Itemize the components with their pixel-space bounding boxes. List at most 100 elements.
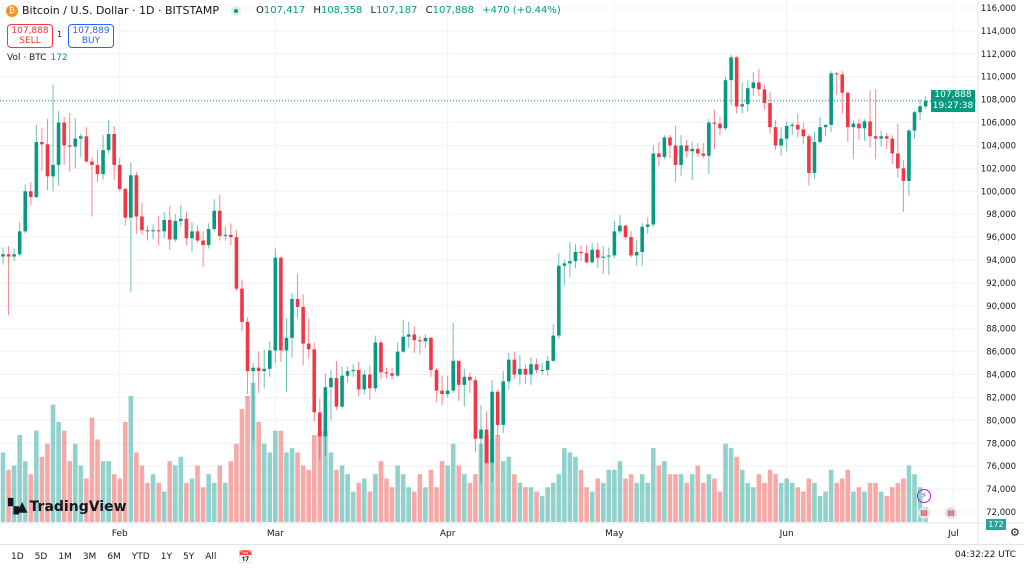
candle-body xyxy=(384,372,389,374)
candle-body xyxy=(506,359,511,382)
volume-bar xyxy=(267,452,273,522)
candle-body xyxy=(595,249,600,258)
volume-bar xyxy=(439,461,445,522)
high-value: 108,358 xyxy=(320,5,363,16)
volume-bar xyxy=(95,439,100,522)
volume-bar xyxy=(139,465,145,522)
candle-body xyxy=(923,100,928,107)
volume-bar xyxy=(623,478,628,522)
volume-bar xyxy=(317,430,323,522)
volume-bar xyxy=(156,482,161,522)
volume-bar xyxy=(306,469,311,522)
candle-body xyxy=(334,377,339,407)
us-flag-event-icon[interactable]: ▤ xyxy=(945,507,957,519)
range-1d[interactable]: 1D xyxy=(11,551,24,562)
candle-body xyxy=(745,88,750,105)
candle-body xyxy=(90,161,94,165)
volume-bar xyxy=(706,474,712,522)
range-6m[interactable]: 6M xyxy=(107,551,121,562)
volume-bar xyxy=(373,474,378,522)
event-lightning-icon[interactable]: ⚡ xyxy=(917,489,931,503)
price-chart[interactable]: 116,000 114,000 112,000 110,000 108,000 106,0… xyxy=(0,0,1024,544)
volume-bar xyxy=(506,456,512,522)
sell-button[interactable]: 107,888 SELL xyxy=(7,24,53,48)
candle-body xyxy=(106,134,111,151)
candle-body xyxy=(345,371,350,376)
calendar-range-icon[interactable]: 📅 xyxy=(238,549,254,564)
volume-bar xyxy=(862,491,867,522)
volume-bar xyxy=(400,474,406,522)
range-1m[interactable]: 1M xyxy=(58,551,72,562)
range-5d[interactable]: 5D xyxy=(34,551,48,562)
candle-body xyxy=(896,153,900,169)
candle-body xyxy=(634,251,639,256)
volume-legend[interactable]: Vol · BTC 172 xyxy=(7,53,68,63)
volume-bar xyxy=(600,482,606,522)
candle-body xyxy=(134,175,139,217)
volume-bar xyxy=(417,474,423,522)
tradingview-logo[interactable]: ▚▲ TradingView xyxy=(8,499,127,515)
volume-bars xyxy=(0,382,928,522)
volume-bar xyxy=(350,491,356,522)
range-all[interactable]: All xyxy=(205,551,217,562)
candle-body xyxy=(751,82,756,89)
volume-bar xyxy=(250,382,256,522)
candle-body xyxy=(262,368,267,372)
volume-bar xyxy=(106,461,111,522)
candle-body xyxy=(712,122,717,124)
candle-body xyxy=(156,230,161,232)
buy-button[interactable]: 107,889 BUY xyxy=(68,24,114,48)
candle-body xyxy=(512,359,517,375)
grid-lines xyxy=(0,0,1024,544)
volume-bar xyxy=(406,487,412,522)
volume-bar xyxy=(378,461,384,522)
volume-bar xyxy=(639,474,645,522)
range-3m[interactable]: 3M xyxy=(82,551,97,562)
volume-bar xyxy=(723,443,728,522)
range-5y[interactable]: 5Y xyxy=(182,551,195,562)
volume-bar xyxy=(473,474,478,522)
candle-body xyxy=(784,125,789,139)
candle-body xyxy=(484,429,489,463)
candle-body xyxy=(645,224,650,227)
volume-bar xyxy=(445,465,450,522)
volume-bar xyxy=(839,478,845,522)
candle-body xyxy=(801,129,806,137)
candle-body xyxy=(79,136,83,139)
volume-bar xyxy=(589,491,595,522)
candle-body xyxy=(684,145,689,152)
candle-body xyxy=(23,191,28,232)
volume-bar xyxy=(534,491,539,522)
symbol-title[interactable]: Bitcoin / U.S. Dollar · 1D · BITSTAMP xyxy=(22,4,219,17)
settings-gear-icon[interactable]: ⚙ xyxy=(1010,526,1020,539)
candle-body xyxy=(734,57,739,107)
volume-bar xyxy=(239,408,245,522)
candle-body xyxy=(729,57,733,81)
candle-body xyxy=(179,218,183,222)
volume-bar xyxy=(728,448,734,522)
volume-bar xyxy=(122,422,128,522)
price-tick-label: 80,000 xyxy=(986,416,1016,426)
candle-body xyxy=(151,230,155,232)
candle-body xyxy=(373,342,378,389)
candle-body xyxy=(240,288,244,322)
candle-body xyxy=(790,124,795,126)
volume-bar xyxy=(889,487,895,522)
utc-clock[interactable]: 04:32:22 UTC xyxy=(954,550,1016,560)
market-open-status-icon xyxy=(230,5,241,16)
volume-bar xyxy=(689,474,695,522)
us-flag-event-icon[interactable]: ▤ xyxy=(918,507,930,519)
candle-body xyxy=(290,298,294,338)
candle-body xyxy=(12,254,16,257)
candle-body xyxy=(545,360,550,370)
range-ytd[interactable]: YTD xyxy=(131,551,150,562)
volume-label: Vol · BTC xyxy=(7,53,47,63)
tradingview-mark-icon: ▚▲ xyxy=(8,499,27,515)
price-axis[interactable]: 116,000 114,000 112,000 110,000 108,000 106,0… xyxy=(981,4,1016,518)
range-1y[interactable]: 1Y xyxy=(160,551,172,562)
candle-body xyxy=(51,164,55,177)
candle-body xyxy=(618,225,622,232)
time-axis[interactable]: Feb Mar Apr May Jun Jul xyxy=(112,529,959,539)
symbol-header: ₿ Bitcoin / U.S. Dollar · 1D · BITSTAMP … xyxy=(6,4,561,17)
candle-body xyxy=(501,381,506,425)
